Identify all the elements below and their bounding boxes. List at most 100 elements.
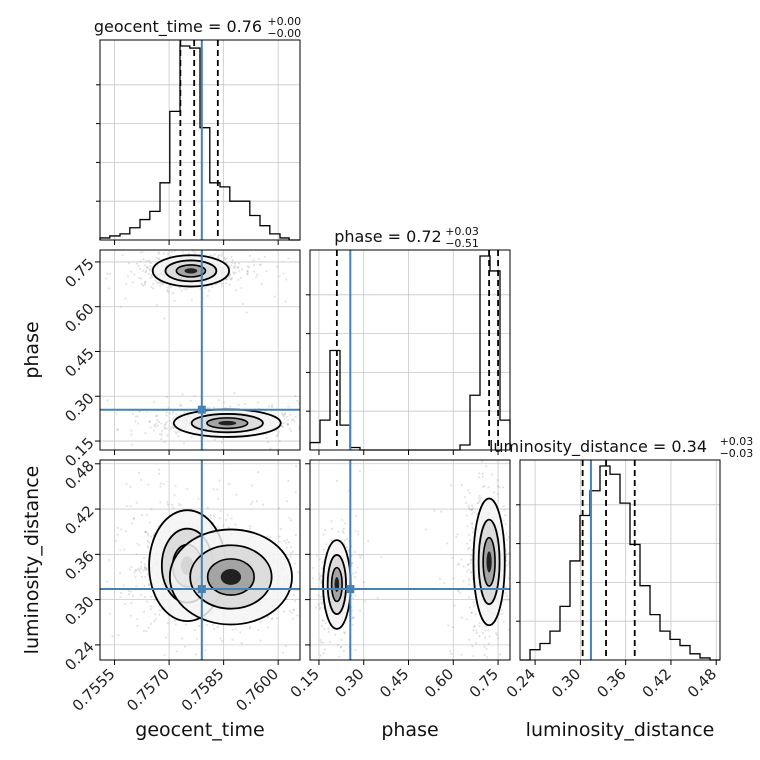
sample-point [212, 488, 215, 491]
sample-point [171, 503, 174, 507]
sample-point [344, 522, 347, 525]
sample-point [351, 617, 354, 620]
panel-border [309, 249, 511, 451]
sample-point [149, 605, 152, 608]
sample-point [171, 410, 175, 413]
sample-point [265, 433, 268, 436]
sample-point [123, 548, 126, 551]
sample-point [116, 428, 119, 431]
sample-point [184, 623, 187, 626]
sample-point [134, 576, 137, 579]
sample-point [139, 567, 142, 571]
sample-point [231, 638, 234, 641]
sample-point [265, 436, 269, 439]
sample-point [460, 484, 463, 487]
sample-point [147, 272, 151, 276]
sample-point [500, 612, 504, 616]
sample-point [141, 284, 145, 287]
sample-point [281, 425, 285, 428]
sample-point [283, 610, 286, 613]
sample-point [321, 619, 324, 622]
sample-point [152, 287, 155, 290]
sample-point [455, 535, 458, 538]
sample-point [353, 575, 357, 579]
sample-point [468, 546, 471, 550]
sample-point [291, 550, 295, 553]
sample-point [134, 569, 137, 572]
sample-point [322, 651, 325, 655]
sample-point [287, 405, 290, 408]
sample-point [130, 270, 133, 273]
sample-point [170, 285, 173, 289]
sample-point [484, 629, 487, 632]
sample-point [223, 257, 226, 260]
sample-point [177, 430, 180, 433]
sample-point [470, 554, 473, 557]
sample-point [234, 627, 237, 630]
sample-point [220, 441, 224, 444]
sample-point [231, 261, 234, 264]
sample-point [185, 288, 188, 291]
sample-point [251, 500, 254, 503]
sample-point [280, 424, 284, 427]
sample-point [146, 600, 149, 603]
sample-point [130, 429, 133, 432]
title-text: phase = 0.72 [334, 227, 441, 246]
sample-point [162, 252, 165, 255]
sample-point [144, 563, 147, 566]
sample-point [137, 265, 140, 268]
sample-point [507, 552, 510, 555]
sample-point [144, 432, 147, 435]
sample-point [438, 578, 442, 581]
sample-point [239, 276, 242, 280]
sample-point [217, 255, 220, 258]
sample-point [353, 585, 357, 588]
sample-point [354, 648, 357, 652]
panel-border [309, 459, 511, 661]
panel-2d-luminosity_distance_vs_geocent_time: 0.7555 0.7570 0.7585 0.7600 0.24 0.30 0.36 0.42… [61, 457, 301, 715]
title-plus: +0.03 [720, 435, 754, 448]
histogram-geocent_time [99, 45, 300, 241]
sample-point [266, 616, 270, 619]
sample-point [470, 508, 473, 512]
x-axis-label-geocent_time: geocent_time [135, 719, 264, 741]
sample-point [493, 491, 496, 494]
sample-point [505, 552, 508, 556]
sample-point [343, 632, 346, 635]
sample-point [317, 604, 320, 607]
sample-point [179, 504, 182, 507]
sample-point [130, 590, 133, 593]
sample-point [154, 425, 157, 428]
sample-point [170, 422, 174, 425]
sample-point [127, 262, 130, 265]
sample-point [239, 631, 242, 634]
sample-point [166, 286, 169, 289]
x-tick-label: 0.48 [684, 665, 720, 701]
sample-point [158, 258, 161, 261]
sample-point [315, 554, 318, 557]
sample-point [343, 539, 346, 542]
sample-point [144, 271, 147, 274]
sample-point [469, 559, 473, 562]
sample-point [163, 440, 166, 443]
sample-point [140, 575, 143, 578]
sample-point [352, 617, 355, 620]
sample-point [318, 572, 321, 575]
contour-level-4 [184, 268, 198, 274]
sample-point [452, 577, 455, 580]
sample-point [166, 621, 169, 625]
sample-point [142, 258, 145, 261]
sample-point [469, 571, 472, 574]
sample-point [320, 624, 324, 628]
sample-point [143, 283, 146, 286]
sample-point [270, 405, 274, 409]
sample-point [289, 552, 292, 555]
sample-point [343, 631, 346, 634]
sample-point [220, 639, 224, 643]
sample-point [132, 517, 135, 520]
sample-point [354, 529, 357, 532]
sample-point [248, 627, 251, 630]
sample-point [237, 278, 240, 281]
sample-point [139, 251, 142, 254]
